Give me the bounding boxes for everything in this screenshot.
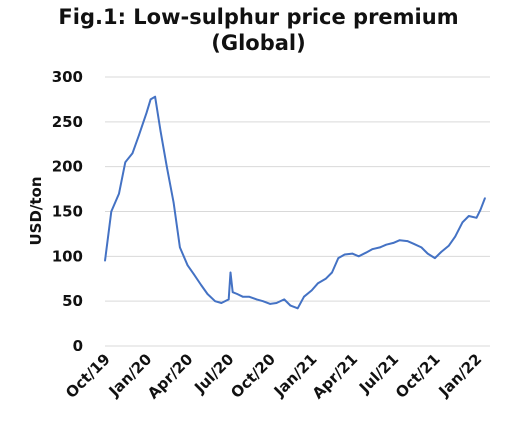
data-point	[200, 284, 202, 286]
y-tick-label: 300	[52, 68, 83, 86]
data-point	[454, 235, 457, 238]
data-point	[154, 95, 156, 98]
data-point	[468, 215, 470, 217]
data-point	[124, 161, 127, 163]
x-tick-label: Oct/19	[62, 350, 114, 402]
data-point	[343, 253, 346, 256]
data-point	[484, 197, 486, 199]
data-point	[434, 257, 436, 259]
data-point	[159, 130, 162, 132]
chart-title-line1: Fig.1: Low-sulphur price premium	[58, 5, 459, 29]
y-tick-label: 0	[73, 337, 83, 355]
data-point	[385, 243, 388, 246]
data-point	[296, 307, 299, 310]
chart-title: Fig.1: Low-sulphur price premium (Global…	[0, 4, 517, 56]
x-tick-label: Oct/21	[392, 350, 444, 402]
gridlines	[105, 76, 490, 347]
data-point	[131, 152, 134, 154]
data-point	[104, 260, 106, 262]
data-point	[262, 300, 264, 303]
data-point	[475, 217, 478, 219]
data-point	[179, 246, 181, 249]
data-point	[426, 252, 429, 255]
data-point	[406, 240, 409, 242]
data-point	[214, 300, 216, 303]
data-point	[283, 298, 286, 301]
y-tick-label: 100	[52, 247, 83, 265]
data-point	[310, 289, 313, 292]
x-tick-label: Oct/20	[227, 350, 279, 402]
data-point	[255, 298, 258, 301]
data-point	[138, 134, 140, 137]
y-tick-label: 50	[62, 292, 83, 310]
x-axis-ticks: Oct/19Jan/20Apr/20Jul/20Oct/20Jan/21Apr/…	[62, 350, 485, 402]
data-point	[275, 302, 278, 304]
data-point	[420, 246, 423, 249]
data-point	[269, 303, 272, 305]
data-point	[289, 304, 292, 307]
data-point	[448, 244, 450, 247]
data-point	[248, 295, 250, 298]
data-point	[398, 239, 401, 241]
data-point	[193, 273, 195, 276]
y-axis-ticks: 0 50 100 150 200 250 300	[52, 68, 83, 355]
y-tick-label: 150	[52, 203, 83, 221]
data-point	[231, 291, 234, 294]
data-point	[331, 271, 333, 274]
data-point	[351, 252, 354, 255]
data-point	[461, 221, 464, 224]
data-point	[145, 112, 148, 114]
data-point	[229, 271, 232, 274]
data-point	[303, 295, 305, 298]
data-point	[227, 298, 230, 301]
data-point	[186, 264, 189, 267]
data-point	[236, 293, 238, 295]
data-point	[206, 293, 209, 295]
data-point	[110, 210, 113, 213]
y-tick-label: 200	[52, 158, 83, 176]
y-tick-label: 250	[52, 113, 83, 131]
data-point	[118, 192, 120, 195]
data-point	[166, 165, 168, 168]
x-tick-label: Apr/21	[309, 350, 361, 402]
data-point	[172, 201, 175, 204]
data-point	[241, 295, 244, 298]
x-tick-label: Jan/22	[435, 350, 486, 401]
chart-title-line2: (Global)	[211, 31, 306, 55]
data-point	[412, 243, 415, 245]
y-axis-label: USD/ton	[27, 176, 45, 245]
data-point	[371, 248, 374, 250]
data-point	[379, 246, 381, 249]
data-point	[479, 208, 482, 211]
plot-area	[104, 95, 486, 310]
data-point	[324, 278, 327, 280]
data-point	[317, 282, 319, 285]
data-point	[392, 242, 395, 244]
data-point	[365, 251, 367, 254]
data-point	[357, 255, 360, 258]
data-point	[220, 302, 223, 304]
data-point	[440, 251, 443, 253]
series-line	[104, 95, 486, 310]
data-point	[149, 98, 152, 101]
data-point	[337, 257, 340, 259]
x-tick-label: Apr/20	[144, 350, 196, 402]
